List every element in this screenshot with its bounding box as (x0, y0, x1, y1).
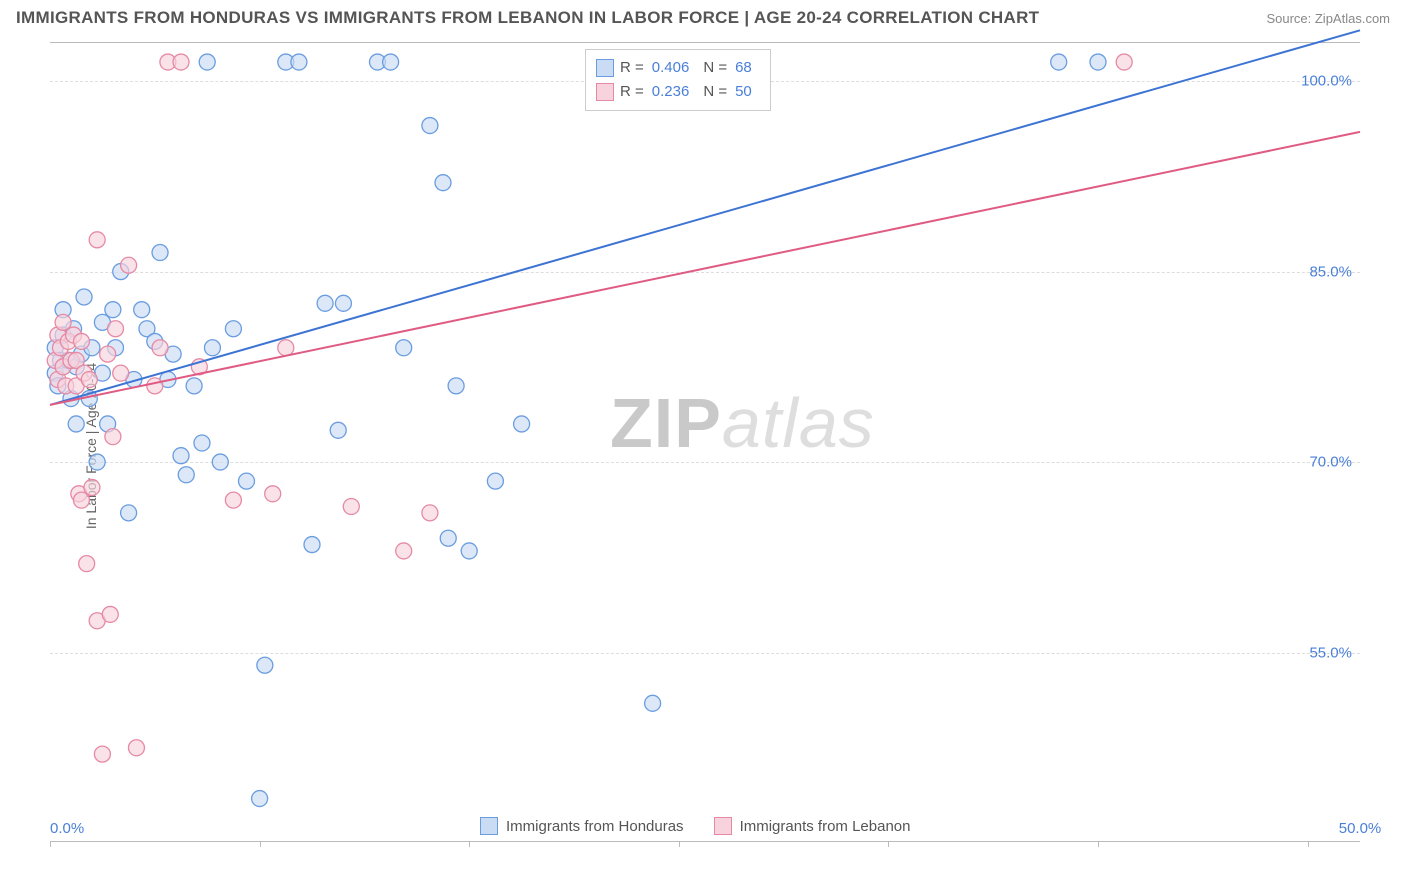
data-point (514, 416, 530, 432)
data-point (239, 473, 255, 489)
data-point (81, 372, 97, 388)
x-tick-mark (888, 841, 889, 847)
legend-series-item: Immigrants from Honduras (480, 817, 684, 835)
trend-line (50, 132, 1360, 405)
data-point (186, 378, 202, 394)
legend-series: Immigrants from Honduras Immigrants from … (480, 817, 910, 835)
source-label: Source: ZipAtlas.com (1266, 11, 1390, 26)
data-point (89, 232, 105, 248)
data-point (317, 295, 333, 311)
x-tick-mark (260, 841, 261, 847)
data-point (343, 498, 359, 514)
legend-series-item: Immigrants from Lebanon (714, 817, 911, 835)
data-point (76, 289, 92, 305)
chart-area: ZIPatlas R = 0.406 N = 68 R = 0.236 N = … (50, 42, 1360, 842)
data-point (84, 479, 100, 495)
data-point (422, 505, 438, 521)
data-point (396, 340, 412, 356)
data-point (147, 378, 163, 394)
data-point (89, 454, 105, 470)
data-point (173, 54, 189, 70)
y-tick-label: 70.0% (1309, 454, 1352, 471)
x-tick-label: 50.0% (1339, 820, 1382, 837)
legend-stats: R = 0.406 N = 68 R = 0.236 N = 50 (585, 49, 771, 111)
data-point (383, 54, 399, 70)
chart-title: IMMIGRANTS FROM HONDURAS VS IMMIGRANTS F… (16, 8, 1039, 28)
data-point (225, 321, 241, 337)
data-point (105, 302, 121, 318)
data-point (121, 505, 137, 521)
n-value: 68 (735, 56, 752, 80)
data-point (435, 175, 451, 191)
data-point (134, 302, 150, 318)
data-point (199, 54, 215, 70)
data-point (291, 54, 307, 70)
r-value: 0.236 (652, 80, 690, 104)
data-point (1051, 54, 1067, 70)
data-point (212, 454, 228, 470)
data-point (487, 473, 503, 489)
data-point (152, 340, 168, 356)
data-point (278, 340, 294, 356)
x-tick-label: 0.0% (50, 820, 84, 837)
data-point (105, 429, 121, 445)
data-point (461, 543, 477, 559)
swatch-icon (596, 83, 614, 101)
data-point (304, 537, 320, 553)
x-tick-mark (1098, 841, 1099, 847)
data-point (1116, 54, 1132, 70)
data-point (335, 295, 351, 311)
y-tick-label: 100.0% (1301, 73, 1352, 90)
data-point (128, 740, 144, 756)
data-point (100, 346, 116, 362)
data-point (173, 448, 189, 464)
data-point (225, 492, 241, 508)
data-point (113, 365, 129, 381)
y-tick-label: 55.0% (1309, 644, 1352, 661)
data-point (396, 543, 412, 559)
data-point (94, 746, 110, 762)
r-label: R = (620, 56, 644, 80)
data-point (448, 378, 464, 394)
data-point (68, 416, 84, 432)
data-point (194, 435, 210, 451)
data-point (73, 333, 89, 349)
data-point (265, 486, 281, 502)
data-point (257, 657, 273, 673)
data-point (178, 467, 194, 483)
x-tick-mark (469, 841, 470, 847)
scatter-plot (50, 43, 1360, 841)
x-tick-mark (679, 841, 680, 847)
legend-stat-row: R = 0.406 N = 68 (596, 56, 760, 80)
data-point (152, 245, 168, 261)
n-label: N = (703, 80, 727, 104)
r-label: R = (620, 80, 644, 104)
data-point (440, 530, 456, 546)
swatch-icon (714, 817, 732, 835)
n-label: N = (703, 56, 727, 80)
x-tick-mark (1308, 841, 1309, 847)
y-tick-label: 85.0% (1309, 263, 1352, 280)
data-point (252, 791, 268, 807)
r-value: 0.406 (652, 56, 690, 80)
series-name: Immigrants from Lebanon (740, 818, 911, 835)
data-point (1090, 54, 1106, 70)
data-point (79, 556, 95, 572)
data-point (422, 118, 438, 134)
data-point (121, 257, 137, 273)
series-name: Immigrants from Honduras (506, 818, 684, 835)
n-value: 50 (735, 80, 752, 104)
data-point (108, 321, 124, 337)
swatch-icon (480, 817, 498, 835)
data-point (204, 340, 220, 356)
data-point (102, 606, 118, 622)
chart-header: IMMIGRANTS FROM HONDURAS VS IMMIGRANTS F… (0, 0, 1406, 32)
data-point (330, 422, 346, 438)
legend-stat-row: R = 0.236 N = 50 (596, 80, 760, 104)
data-point (645, 695, 661, 711)
x-tick-mark (50, 841, 51, 847)
swatch-icon (596, 59, 614, 77)
